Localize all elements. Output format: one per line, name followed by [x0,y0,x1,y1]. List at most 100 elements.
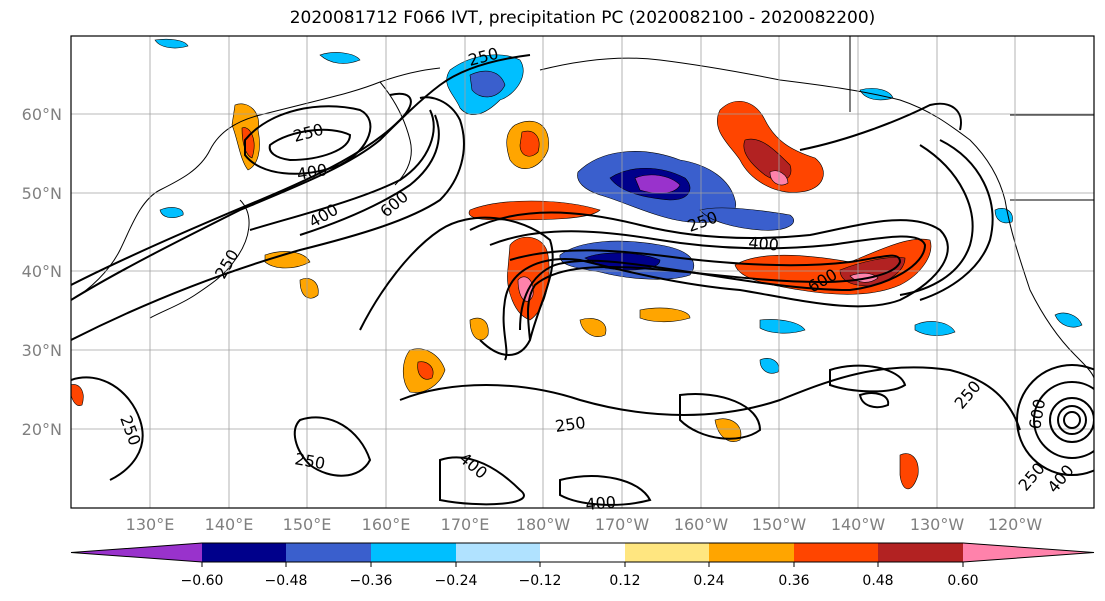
precip-shading [71,38,1083,490]
colorbar-tick-label: 0.12 [609,573,640,589]
longitude-labels: 130°E 140°E 150°E 160°E 170°E 180°W 170°… [126,515,1043,534]
colorbar-tick-label: 0.36 [778,573,809,589]
lon-label: 130°E [126,515,175,534]
map-panel: 250 400 250 400 600 250 400 600 250 250 … [70,35,1095,514]
ivt-contour-line [858,392,890,409]
lon-label: 150°E [283,515,332,534]
precip-positive-area [468,200,601,221]
colorbar-segment [794,543,878,562]
contour-label: 400 [585,492,617,514]
ivt-contour-ring [1033,381,1094,459]
map-frame [70,35,1095,509]
ivt-contour-line [71,96,465,341]
ivt-contour-line [244,105,372,175]
colorbar-segment [709,543,794,562]
ivt-contour-line [71,54,531,301]
precip-positive-area [714,418,742,442]
colorbar-segment [878,543,963,562]
ivt-contour-line [71,376,144,481]
lon-label: 170°W [595,515,650,534]
ivt-contour-ring [1063,411,1081,429]
lon-label: 170°E [441,515,490,534]
japan-coastline [149,199,250,319]
lon-label: 150°W [752,515,807,534]
precip-negative-area [159,207,184,219]
lon-label: 140°E [205,515,254,534]
colorbar-segments [70,542,1095,563]
ivt-contour-line [559,475,652,506]
precip-positive-area [299,278,319,299]
colorbar-segment [540,543,625,562]
precip-positive-area [579,318,607,337]
ivt-contour-line [919,139,994,301]
lon-label: 180°W [516,515,571,534]
precip-negative-area [759,319,806,334]
precip-negative-area [994,208,1013,224]
lon-label: 160°W [674,515,729,534]
alaska-coastline [539,57,1006,201]
lat-label: 40°N [22,262,62,281]
ivt-contour-line [299,114,440,236]
colorbar-tick-labels: −0.60 −0.48 −0.36 −0.24 −0.12 0.12 0.24 … [181,573,979,589]
colorbar-tick-label: −0.48 [265,573,308,589]
colorbar-tick-label: −0.36 [350,573,393,589]
colorbar-segment [286,543,371,562]
asia-coastline [71,67,441,301]
lat-label: 20°N [22,420,62,439]
ivt-contour-line [469,211,949,361]
coastlines [71,36,1094,379]
colorbar-ticks [201,562,964,567]
precip-positive-area [241,127,255,159]
colorbar-tick-label: −0.24 [435,573,478,589]
precip-negative-area [634,174,681,194]
precip-positive-area [417,361,434,380]
colorbar-segment [625,543,709,562]
ivt-contour-line [71,92,412,286]
contour-label: 250 [554,413,587,436]
ivt-contour-line [268,128,352,162]
ivt-contour-line [829,364,907,393]
ivt-contour-line [439,456,525,506]
precip-negative-area [1054,312,1083,328]
precip-positive-area [639,307,691,323]
lat-label: 60°N [22,105,62,124]
kamchatka-coastline [379,81,412,186]
ivt-contour-ring [1057,405,1087,435]
colorbar-tick-label: −0.12 [519,573,562,589]
colorbar-segment [71,543,202,562]
precip-positive-area [899,453,919,490]
precip-negative-area [319,52,361,64]
precip-negative-area [469,70,506,98]
latitude-labels: 60°N 50°N 40°N 30°N 20°N [22,105,62,439]
ivt-contour-ring [1016,364,1094,476]
contour-label: 400 [748,233,780,255]
precip-positive-area [469,317,489,341]
precip-negative-area [154,38,189,49]
lon-label: 120°W [988,515,1043,534]
precip-negative-area [699,207,795,231]
canada-border [849,36,1094,201]
lon-label: 130°W [910,515,965,534]
ivt-contour-ring [1049,397,1094,443]
colorbar-tick-label: 0.60 [947,573,978,589]
colorbar-segment [202,543,286,562]
colorbar-tick-label: −0.60 [181,573,224,589]
precip-positive-area [264,251,311,269]
colorbar-segment [963,543,1094,562]
colorbar-tick-label: 0.48 [862,573,893,589]
precip-negative-area [759,358,780,374]
map-title: 2020081712 F066 IVT, precipitation PC (2… [289,8,876,28]
lon-label: 140°W [831,515,886,534]
graticule [71,36,1094,508]
ivt-contour-line [679,393,762,440]
ivt-contours [71,54,1094,506]
ivt-contour-line [799,102,962,151]
lat-label: 30°N [22,341,62,360]
precip-positive-area [519,130,540,157]
precip-negative-area [914,321,956,336]
ivt-contour-line [489,230,927,331]
colorbar-segment [371,543,456,562]
colorbar-segment [456,543,540,562]
colorbar: −0.60 −0.48 −0.36 −0.24 −0.12 0.12 0.24 … [70,542,1095,589]
